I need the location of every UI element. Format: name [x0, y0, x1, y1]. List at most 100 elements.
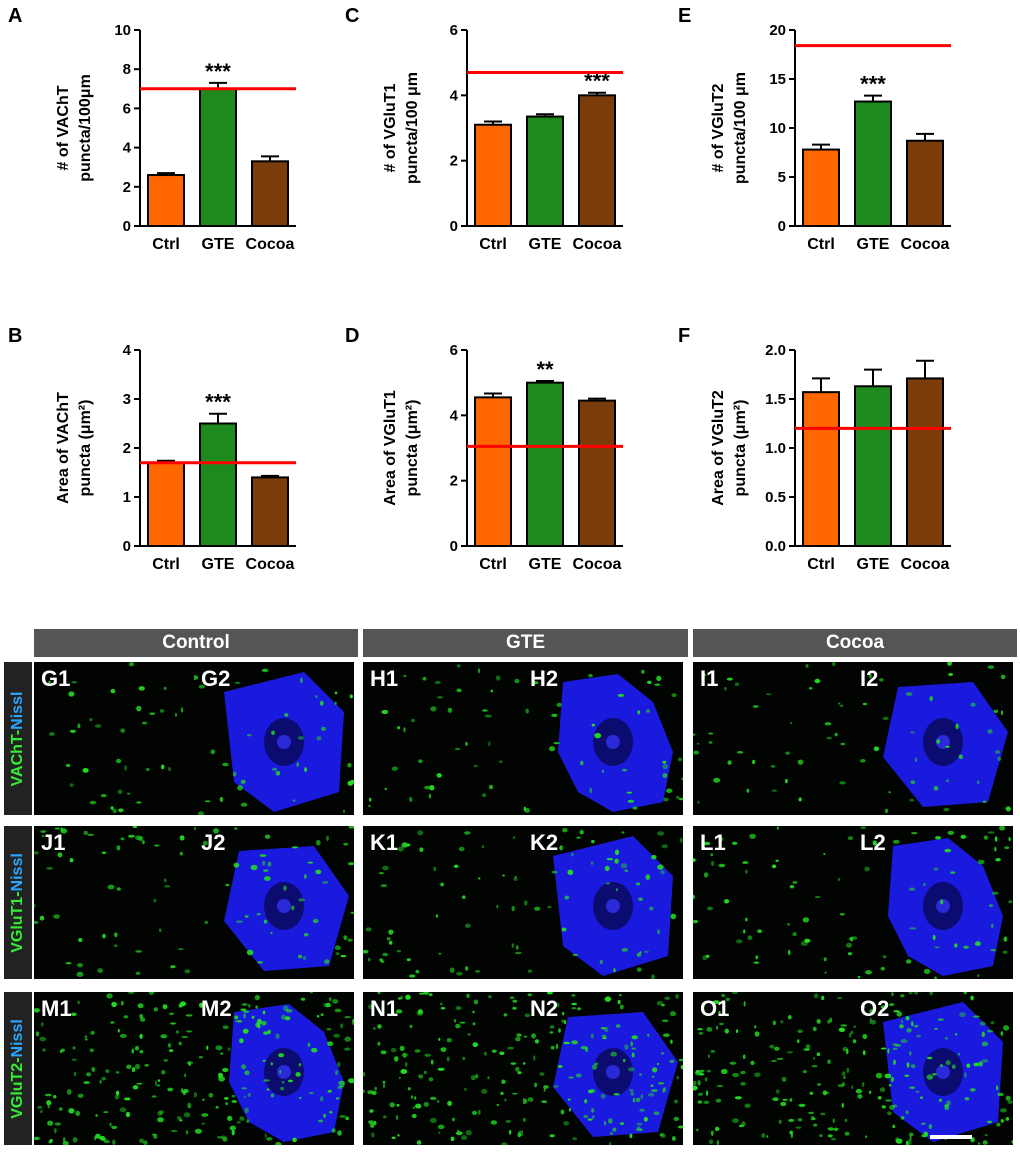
- puncta: [746, 788, 750, 793]
- puncta: [162, 1004, 168, 1010]
- puncta: [241, 1003, 248, 1006]
- puncta: [678, 1058, 683, 1062]
- puncta: [725, 997, 730, 1001]
- puncta: [681, 777, 683, 781]
- puncta: [417, 1009, 423, 1015]
- chart-panel-c: C 0 2 4 6 # of VGluT1 puncta/100 μm Ctrl GTE Coco…: [345, 5, 623, 253]
- puncta: [539, 1072, 545, 1076]
- puncta: [619, 1122, 625, 1126]
- puncta: [515, 1066, 520, 1072]
- puncta: [1000, 1031, 1003, 1036]
- puncta: [952, 1064, 956, 1069]
- puncta: [636, 1126, 641, 1129]
- puncta: [732, 1118, 739, 1124]
- puncta: [827, 1019, 831, 1024]
- puncta: [511, 905, 515, 912]
- puncta: [46, 1100, 52, 1106]
- micrograph-image: [194, 992, 354, 1145]
- puncta: [240, 779, 246, 784]
- puncta: [475, 970, 481, 973]
- puncta: [340, 954, 347, 958]
- puncta: [116, 845, 121, 851]
- puncta: [797, 759, 804, 765]
- bar-ctrl: [802, 148, 840, 227]
- puncta: [270, 1093, 275, 1098]
- puncta: [637, 710, 640, 715]
- puncta: [833, 1127, 839, 1131]
- puncta: [275, 1141, 282, 1145]
- puncta: [163, 686, 167, 690]
- puncta: [438, 1131, 441, 1134]
- puncta: [175, 1030, 179, 1034]
- puncta: [194, 1128, 202, 1134]
- puncta: [142, 840, 145, 845]
- puncta: [344, 1015, 351, 1019]
- puncta: [438, 952, 442, 955]
- micrograph-k1: K1: [363, 826, 523, 979]
- puncta: [721, 1068, 728, 1075]
- puncta: [880, 966, 886, 971]
- puncta: [742, 861, 749, 864]
- puncta: [600, 1093, 606, 1099]
- puncta: [605, 882, 611, 885]
- puncta: [832, 1118, 835, 1123]
- puncta: [963, 945, 969, 949]
- puncta: [456, 688, 462, 693]
- puncta: [429, 785, 435, 791]
- micrograph-label: L1: [700, 830, 726, 855]
- puncta: [703, 1100, 710, 1104]
- row-label-text: VGluT2-Nissl: [9, 1019, 27, 1119]
- puncta: [199, 1002, 204, 1008]
- puncta: [558, 1028, 561, 1033]
- puncta: [103, 1111, 109, 1114]
- puncta: [348, 1078, 354, 1084]
- puncta: [1007, 1100, 1013, 1104]
- puncta: [926, 1074, 933, 1080]
- micrograph-l2: L2: [853, 826, 1013, 979]
- puncta: [591, 839, 595, 844]
- puncta: [1005, 807, 1011, 810]
- category-label: Cocoa: [573, 236, 622, 253]
- puncta: [241, 1087, 248, 1090]
- puncta: [447, 1101, 451, 1106]
- puncta: [514, 951, 522, 955]
- puncta: [157, 1079, 161, 1082]
- puncta: [35, 1031, 40, 1037]
- puncta: [68, 691, 75, 697]
- puncta: [638, 897, 643, 901]
- puncta: [726, 677, 733, 681]
- puncta: [263, 1079, 270, 1082]
- puncta: [782, 1098, 788, 1101]
- puncta: [437, 696, 443, 699]
- puncta: [627, 1067, 635, 1072]
- y-axis-label-line: puncta/100 μm: [732, 72, 749, 184]
- puncta: [936, 739, 941, 744]
- puncta: [1000, 1119, 1004, 1123]
- puncta: [135, 835, 142, 841]
- puncta: [213, 828, 219, 834]
- puncta: [613, 968, 616, 973]
- puncta: [95, 1133, 101, 1139]
- micrograph-label: N2: [530, 996, 559, 1021]
- puncta: [926, 1056, 933, 1060]
- puncta: [281, 1014, 286, 1020]
- chart-panel-b: B 0 1 2 3 4 Area of VAChT puncta (μm²) Ctrl GTE **…: [8, 325, 296, 573]
- puncta: [157, 1110, 163, 1116]
- puncta: [868, 1090, 872, 1094]
- puncta: [115, 758, 122, 764]
- bar-gte: [854, 385, 892, 548]
- puncta: [693, 858, 696, 862]
- puncta: [797, 1039, 800, 1044]
- bar-ctrl: [147, 461, 185, 548]
- puncta: [671, 693, 677, 698]
- puncta: [481, 845, 485, 849]
- puncta: [744, 1103, 751, 1108]
- puncta: [237, 785, 243, 791]
- puncta: [872, 840, 877, 846]
- puncta: [434, 681, 441, 684]
- nucleolus: [936, 735, 950, 749]
- puncta: [90, 1031, 95, 1035]
- puncta: [206, 1045, 209, 1050]
- puncta: [787, 949, 791, 956]
- puncta: [553, 1085, 559, 1088]
